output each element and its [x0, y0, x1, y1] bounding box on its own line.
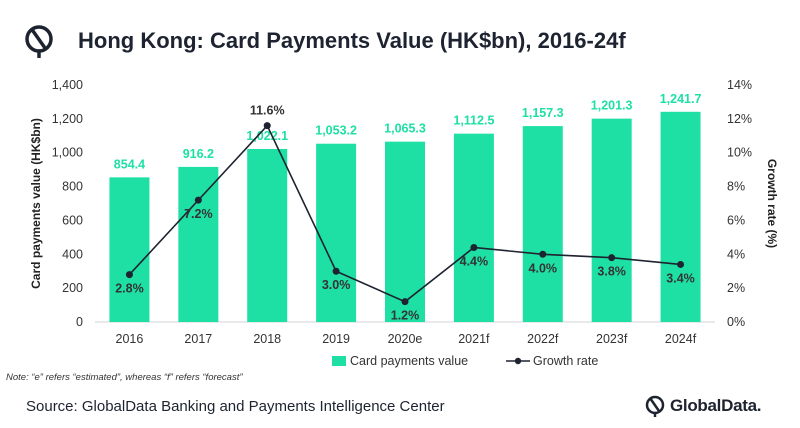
y2-tick-label: 2%: [727, 281, 745, 295]
bar-data-label: 1,022.1: [246, 129, 288, 143]
x-tick-label: 2016: [116, 332, 144, 346]
growth-rate-point: [194, 196, 202, 204]
x-tick-label: 2020e: [388, 332, 423, 346]
bar-data-label: 1,241.7: [660, 92, 702, 106]
growth-rate-point: [539, 250, 547, 258]
growth-rate-label: 1.2%: [391, 309, 420, 323]
brand-name: GlobalData.: [670, 396, 762, 415]
growth-rate-label: 3.0%: [322, 278, 351, 292]
growth-rate-label: 7.2%: [184, 207, 213, 221]
bar: [178, 166, 219, 322]
chart-area: 0 200 400 600 800 1,000 1,200 1,400 0% 2% 4% 6% 8% 10…: [0, 70, 800, 375]
bar-data-label: 916.2: [183, 147, 214, 161]
bar: [453, 133, 494, 322]
growth-rate-point: [677, 260, 685, 268]
brand-logo: GlobalData.: [644, 392, 761, 420]
y2-tick-label: 4%: [727, 247, 745, 261]
y-tick-label: 200: [62, 281, 83, 295]
bar: [316, 143, 357, 322]
y-tick-label: 1,200: [52, 112, 83, 126]
y-tick-label: 400: [62, 247, 83, 261]
legend-line-marker: [514, 357, 522, 365]
globaldata-brand-icon: [645, 395, 665, 417]
bar-data-label: 1,065.3: [384, 122, 426, 136]
growth-rate-label: 3.4%: [666, 271, 695, 285]
growth-rate-label: 11.6%: [250, 104, 285, 118]
legend-bar-label: Card payments value: [350, 354, 468, 368]
bar-data-label: 1,157.3: [522, 106, 564, 120]
y-tick-label: 1,000: [52, 146, 83, 160]
x-tick-label: 2023f: [596, 332, 628, 346]
footnote: Note: “e” refers “estimated”, whereas “f…: [6, 372, 243, 383]
y-tick-label: 1,400: [52, 78, 83, 92]
source-text: Source: GlobalData Banking and Payments …: [26, 398, 445, 415]
bar: [247, 148, 288, 322]
growth-rate-label: 4.0%: [529, 261, 558, 275]
growth-rate-label: 4.4%: [460, 255, 489, 269]
growth-rate-label: 3.8%: [597, 265, 626, 279]
growth-rate-label: 2.8%: [115, 282, 144, 296]
bar-data-label: 1,201.3: [591, 99, 633, 113]
bar-data-label: 854.4: [114, 157, 145, 171]
header: Hong Kong: Card Payments Value (HK$bn), …: [0, 0, 800, 70]
y-axis-title: Card payments value (HK$bn): [29, 118, 43, 289]
x-tick-label: 2024f: [665, 332, 697, 346]
bar: [109, 177, 150, 322]
legend-line-label: Growth rate: [533, 354, 598, 368]
y2-tick-label: 6%: [727, 213, 745, 227]
bar: [591, 118, 632, 322]
y2-tick-label: 14%: [727, 78, 752, 92]
combo-chart: 0 200 400 600 800 1,000 1,200 1,400 0% 2% 4% 6% 8% 10…: [29, 78, 779, 368]
legend-bar-swatch: [332, 356, 346, 366]
x-tick-label: 2018: [253, 332, 281, 346]
x-tick-label: 2022f: [527, 332, 559, 346]
x-tick-label: 2021f: [458, 332, 490, 346]
bar: [522, 126, 563, 322]
bar: [660, 111, 701, 322]
x-tick-label: 2017: [184, 332, 212, 346]
growth-rate-point: [470, 244, 478, 252]
y2-tick-label: 8%: [727, 180, 745, 194]
y2-tick-label: 10%: [727, 146, 752, 160]
x-tick-label: 2019: [322, 332, 350, 346]
bar-data-label: 1,053.2: [315, 124, 357, 138]
growth-rate-point: [401, 298, 409, 306]
growth-rate-point: [608, 254, 616, 262]
y-tick-label: 600: [62, 213, 83, 227]
globaldata-logo-icon: [25, 25, 53, 58]
growth-rate-point: [332, 267, 340, 275]
y2-tick-label: 12%: [727, 112, 752, 126]
bar-data-label: 1,112.5: [453, 114, 494, 128]
growth-rate-point: [125, 271, 133, 279]
growth-rate-point: [263, 122, 271, 130]
y2-tick-label: 0%: [727, 315, 745, 329]
y2-axis-title: Growth rate (%): [765, 159, 779, 248]
y-tick-label: 0: [76, 315, 83, 329]
chart-title: Hong Kong: Card Payments Value (HK$bn), …: [78, 28, 626, 53]
y-tick-label: 800: [62, 180, 83, 194]
